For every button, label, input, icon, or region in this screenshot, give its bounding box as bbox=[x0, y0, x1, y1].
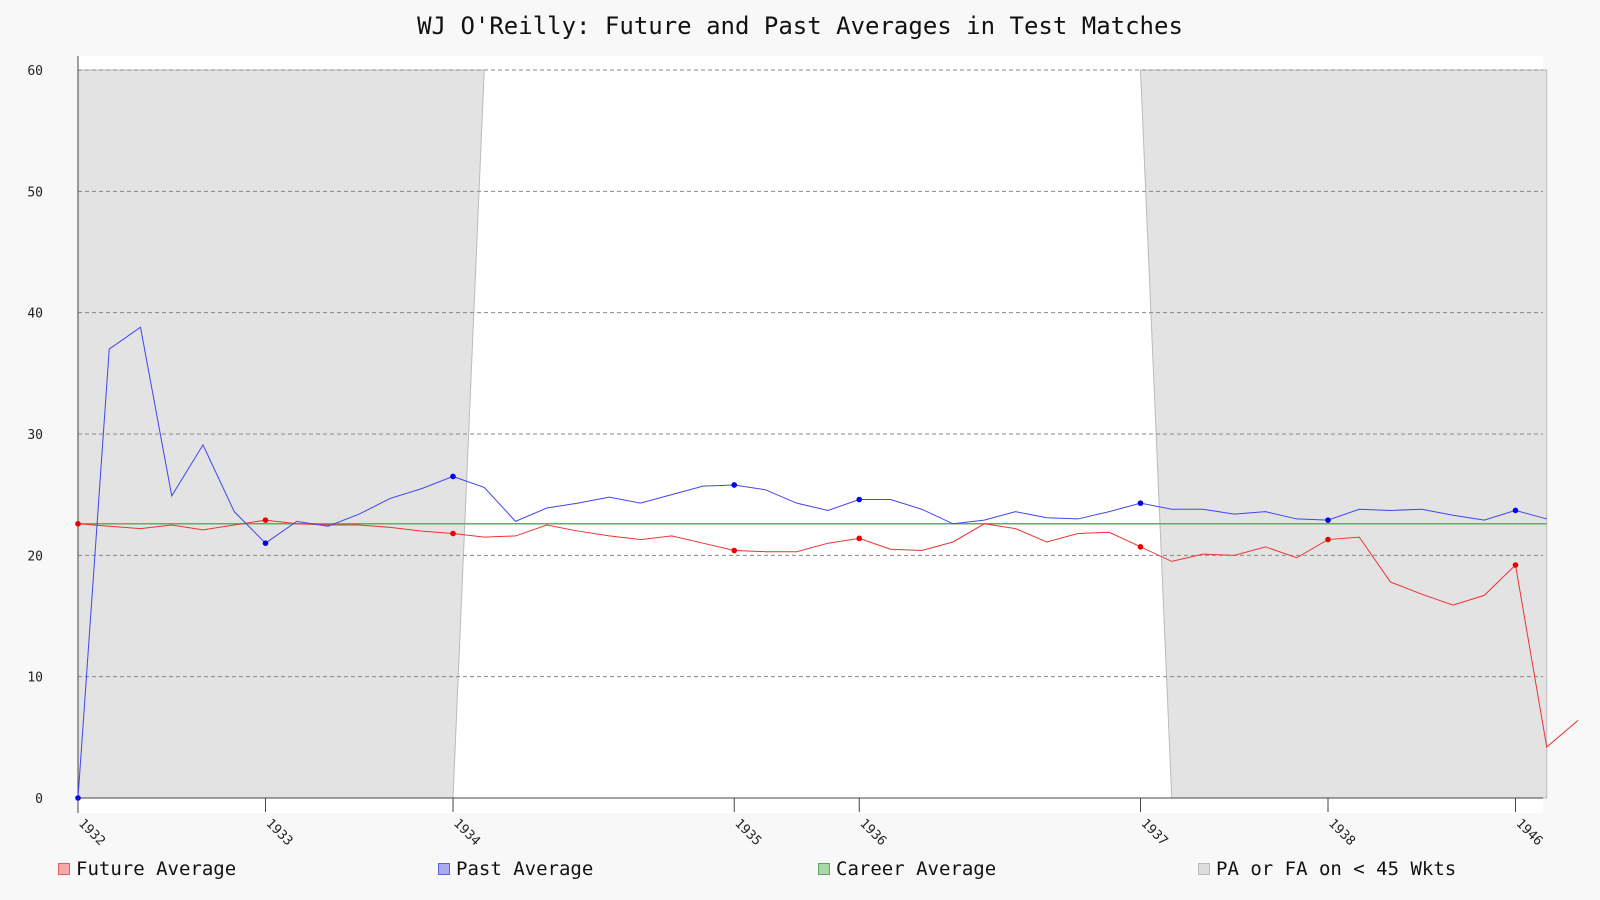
x-tick-label: 1933 bbox=[263, 816, 296, 849]
future-average-point bbox=[1325, 536, 1331, 543]
future-average-point bbox=[1512, 562, 1519, 568]
future-average-point bbox=[856, 535, 863, 542]
past-average-point bbox=[1325, 517, 1331, 523]
legend-label-career: Career Average bbox=[836, 858, 997, 880]
legend-swatch-low-wickets bbox=[1198, 863, 1210, 875]
y-tick-label: 50 bbox=[27, 185, 43, 200]
x-tick-label: 1938 bbox=[1325, 816, 1358, 849]
future-average-point bbox=[731, 547, 738, 554]
past-average-point bbox=[1512, 507, 1519, 514]
future-average-point bbox=[450, 530, 456, 537]
legend-label-low-wickets: PA or FA on < 45 Wkts bbox=[1216, 858, 1457, 880]
legend-swatch-past bbox=[438, 863, 450, 875]
past-average-point bbox=[262, 540, 269, 546]
future-average-point bbox=[262, 517, 269, 523]
legend-career-average: Career Average bbox=[818, 858, 996, 880]
x-tick-label: 1934 bbox=[450, 816, 483, 849]
past-average-point bbox=[450, 473, 456, 480]
y-tick-label: 60 bbox=[27, 64, 43, 79]
past-average-point bbox=[731, 482, 738, 488]
y-tick-label: 20 bbox=[27, 549, 43, 564]
legend-low-wickets: PA or FA on < 45 Wkts bbox=[1198, 858, 1456, 880]
legend-label-past: Past Average bbox=[456, 858, 594, 880]
past-average-point bbox=[856, 496, 863, 503]
y-tick-label: 10 bbox=[27, 671, 43, 686]
x-tick-label: 1935 bbox=[731, 816, 764, 849]
past-average-point bbox=[1137, 500, 1144, 506]
x-tick-label: 1937 bbox=[1138, 816, 1171, 849]
legend: Future Average Past Average Career Avera… bbox=[0, 858, 1600, 888]
legend-swatch-career bbox=[818, 863, 830, 875]
x-tick-label: 1936 bbox=[856, 816, 889, 849]
future-average-point bbox=[1137, 544, 1144, 550]
legend-label-future: Future Average bbox=[76, 858, 237, 880]
chart-title: WJ O'Reilly: Future and Past Averages in… bbox=[417, 12, 1183, 40]
y-tick-label: 30 bbox=[27, 428, 43, 443]
legend-swatch-future bbox=[58, 863, 70, 875]
x-tick-label: 1946 bbox=[1513, 816, 1546, 849]
x-tick-label: 1932 bbox=[75, 816, 108, 849]
y-tick-label: 40 bbox=[27, 307, 43, 322]
y-tick-label: 0 bbox=[35, 792, 43, 807]
past-average-line bbox=[77, 326, 1547, 799]
legend-future-average: Future Average bbox=[58, 858, 236, 880]
legend-past-average: Past Average bbox=[438, 858, 593, 880]
future-average-point bbox=[75, 520, 81, 527]
